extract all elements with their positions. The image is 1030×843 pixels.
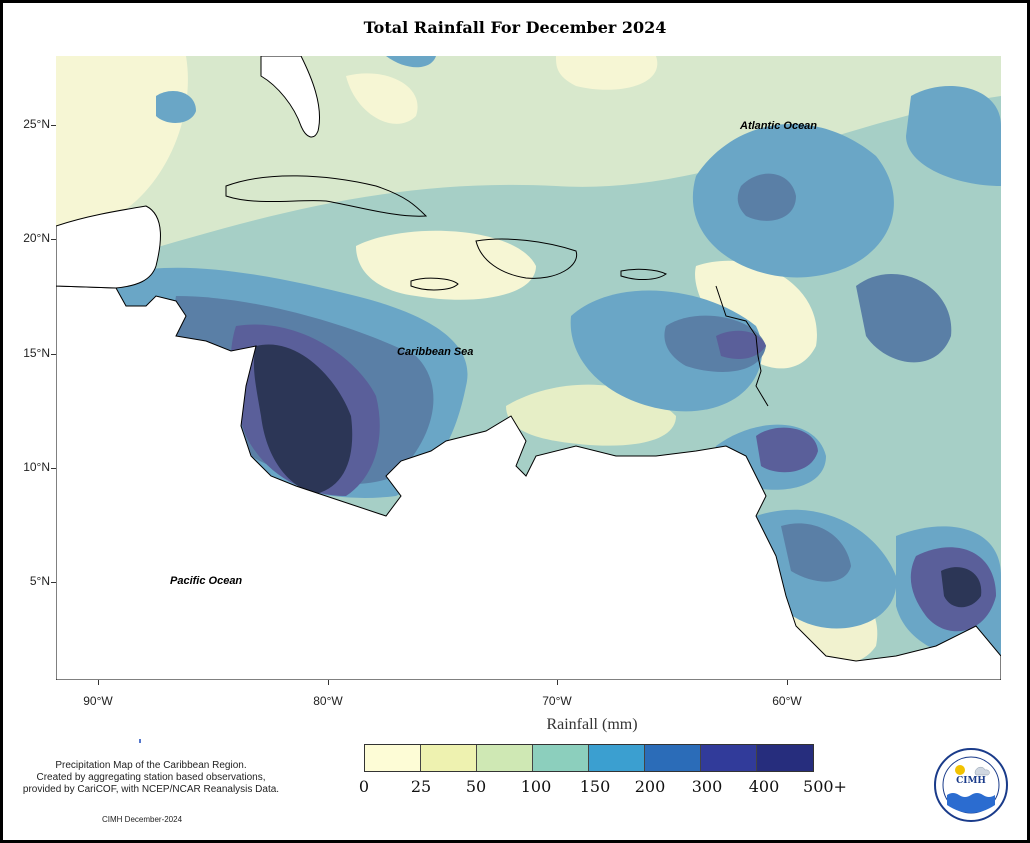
pale-region-antilles [695,260,817,369]
y-tick-label: 5°N [29,574,50,588]
credit-line: provided by CariCOF, with NCEP/NCAR Rean… [22,784,280,795]
label-caribbean-sea: Caribbean Sea [397,346,474,358]
dark-region-french-guiana [941,567,982,608]
y-tick-mark [51,582,56,583]
legend-break-label: 400 [748,777,780,796]
legend-swatch [533,745,589,771]
indigo-region-trinidad [756,427,818,473]
mid-blue-region-east [856,274,952,363]
mid-blue-region-atlantic [737,173,796,221]
label-atlantic-ocean: Atlantic Ocean [740,120,818,132]
legend-swatch [365,745,421,771]
legend-swatch [589,745,645,771]
y-tick-label: 20°N [23,231,50,245]
x-tick-label: 90°W [83,694,113,708]
pale-region-bahamas [346,73,418,124]
credit-date: CIMH December-2024 [102,815,183,824]
x-tick-mark [787,680,788,685]
y-tick-mark [51,354,56,355]
x-tick-label: 60°W [772,694,802,708]
rainfall-map-svg [56,56,1001,680]
blue-region-gulf [156,91,196,123]
legend-title: Rainfall (mm) [546,716,638,733]
small-marker [139,739,141,743]
y-tick-label: 10°N [23,460,50,474]
legend-break-label: 0 [358,777,370,796]
legend-break-label: 25 [410,777,432,796]
legend-break-label: 50 [465,777,487,796]
blue-region-ne [906,86,1001,186]
cloud-icon [974,766,990,776]
legend-swatch [421,745,477,771]
x-tick-mark [328,680,329,685]
island-chain-lesser-antilles [715,285,769,407]
x-tick-mark [557,680,558,685]
legend-break-label: 100 [520,777,552,796]
sun-icon [955,765,965,775]
x-tick-label: 80°W [313,694,343,708]
island-jamaica [410,277,459,291]
y-tick-label: 25°N [23,117,50,131]
landmass-americas [56,285,1001,680]
landmass-florida [260,56,320,138]
legend-break-label: 150 [579,777,611,796]
legend-break-label: 300 [691,777,723,796]
legend-swatch [757,745,813,771]
dark-region-caribbean [253,344,353,494]
logo-label: CIMH [956,776,986,786]
y-tick-mark [51,125,56,126]
island-puerto-rico [620,268,667,280]
mid-blue-region-guyana [781,523,851,582]
legend-swatch [701,745,757,771]
map-title: Total Rainfall For December 2024 [363,18,667,37]
island-cuba [225,175,428,217]
indigo-region-antilles [716,330,766,359]
credit-text: Precipitation Map of the Caribbean Regio… [6,760,296,796]
cimh-logo [934,748,1008,822]
pale-region-hispaniola [356,230,536,300]
legend-swatch [645,745,701,771]
label-pacific-ocean: Pacific Ocean [170,575,243,587]
y-tick-mark [51,239,56,240]
landmass-yucatan [56,205,161,289]
pale-region-north [556,56,658,90]
legend-colorbar [364,744,814,772]
island-hispaniola [475,238,578,279]
legend-break-label: 200 [634,777,666,796]
waves-icon [947,793,995,813]
y-tick-label: 15°N [23,346,50,360]
y-tick-mark [51,468,56,469]
credit-line: Precipitation Map of the Caribbean Regio… [55,760,247,771]
legend-break-label: 500+ [803,777,847,796]
credit-line: Created by aggregating station based obs… [36,772,266,783]
legend-swatch [477,745,533,771]
x-tick-label: 70°W [542,694,572,708]
x-tick-mark [98,680,99,685]
blue-region-top [386,56,436,68]
rainfall-map [56,56,1001,680]
